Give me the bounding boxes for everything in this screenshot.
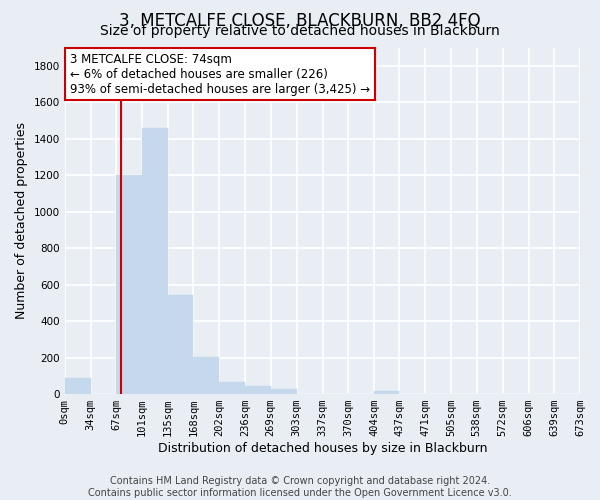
Bar [193,356,220,394]
Text: Contains HM Land Registry data © Crown copyright and database right 2024.
Contai: Contains HM Land Registry data © Crown c… [88,476,512,498]
Text: Size of property relative to detached houses in Blackburn: Size of property relative to detached ho… [100,24,500,38]
Bar [271,388,296,394]
Text: 3 METCALFE CLOSE: 74sqm
← 6% of detached houses are smaller (226)
93% of semi-de: 3 METCALFE CLOSE: 74sqm ← 6% of detached… [70,52,370,96]
Bar [245,386,271,394]
Bar [220,382,245,394]
Y-axis label: Number of detached properties: Number of detached properties [15,122,28,320]
Bar [116,175,142,394]
Bar [65,378,91,394]
Bar [168,294,193,394]
X-axis label: Distribution of detached houses by size in Blackburn: Distribution of detached houses by size … [158,442,487,455]
Bar [374,392,399,394]
Text: 3, METCALFE CLOSE, BLACKBURN, BB2 4FQ: 3, METCALFE CLOSE, BLACKBURN, BB2 4FQ [119,12,481,30]
Bar [142,128,168,394]
